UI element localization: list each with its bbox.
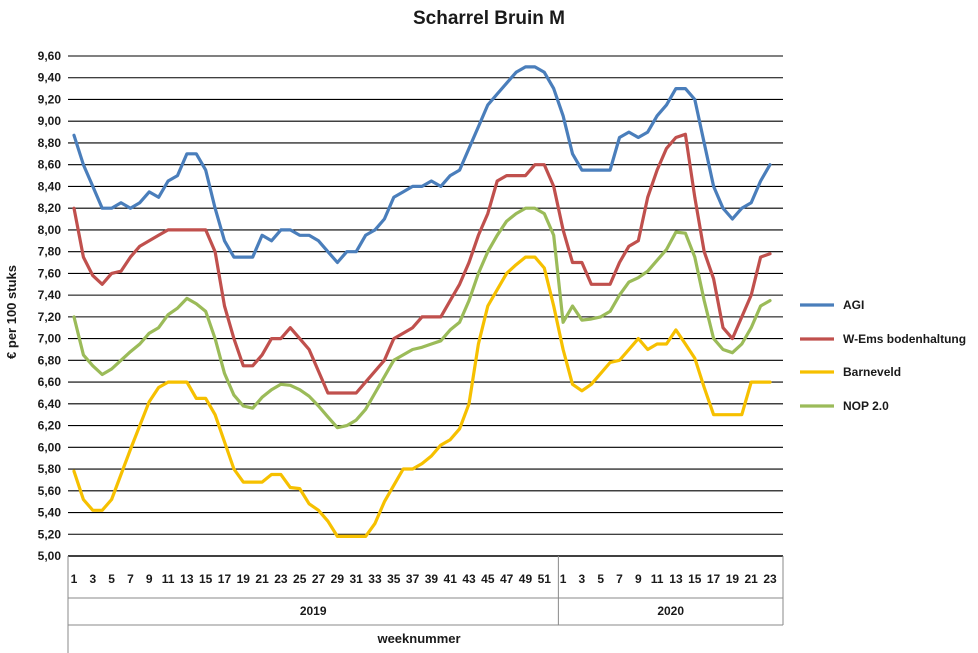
x-tick-label: 15 — [688, 572, 702, 586]
x-tick-label: 23 — [274, 572, 288, 586]
x-tick-label: 41 — [444, 572, 458, 586]
y-tick-label: 5,00 — [38, 549, 62, 563]
y-tick-label: 6,40 — [38, 397, 62, 411]
series-line-w-ems-bodenhaltung — [72, 132, 772, 395]
y-tick-label: 7,20 — [38, 310, 62, 324]
x-tick-label: 3 — [89, 572, 96, 586]
x-axis-label: weeknummer — [376, 631, 460, 646]
x-tick-label: 17 — [707, 572, 721, 586]
x-tick-label: 9 — [146, 572, 153, 586]
year-label-2020: 2020 — [657, 604, 684, 618]
x-tick-label: 3 — [579, 572, 586, 586]
x-tick-label: 5 — [597, 572, 604, 586]
y-tick-label: 8,00 — [38, 223, 62, 237]
legend-label-agi: AGI — [843, 298, 864, 312]
y-tick-label: 9,20 — [38, 92, 62, 106]
series-lines — [72, 65, 772, 539]
x-tick-label: 43 — [462, 572, 476, 586]
y-tick-label: 5,80 — [38, 462, 62, 476]
x-tick-label: 49 — [519, 572, 533, 586]
series-line-barneveld — [72, 255, 772, 539]
x-tick-label: 21 — [745, 572, 759, 586]
x-tick-label: 47 — [500, 572, 514, 586]
x-tick-label: 29 — [331, 572, 345, 586]
x-tick-label: 39 — [425, 572, 439, 586]
x-tick-label: 19 — [726, 572, 740, 586]
x-tick-label: 5 — [108, 572, 115, 586]
x-axis: 1 3 5 7 9 11 13 15 17 19 21 23 25 27 29 31 33 35 37 39 41 43 4… — [67, 556, 784, 653]
x-tick-label: 33 — [368, 572, 382, 586]
y-tick-label: 6,00 — [38, 440, 62, 454]
legend: AGI W-Ems bodenhaltung Barneveld NOP 2.0 — [800, 298, 966, 413]
x-tick-label: 1 — [71, 572, 78, 586]
y-tick-label: 5,60 — [38, 484, 62, 498]
x-tick-label: 35 — [387, 572, 401, 586]
gridlines — [68, 55, 783, 557]
y-tick-label: 8,20 — [38, 201, 62, 215]
y-tick-label: 8,40 — [38, 179, 62, 193]
x-tick-label: 37 — [406, 572, 420, 586]
y-tick-label: 8,80 — [38, 136, 62, 150]
x-tick-label: 7 — [127, 572, 134, 586]
y-tick-label: 7,00 — [38, 332, 62, 346]
y-tick-label: 7,60 — [38, 266, 62, 280]
x-tick-label: 1 — [560, 572, 567, 586]
y-tick-label: 5,40 — [38, 506, 62, 520]
y-tick-label: 6,80 — [38, 353, 62, 367]
x-tick-label: 31 — [349, 572, 363, 586]
y-tick-labels: 5,00 5,20 5,40 5,60 5,80 6,00 6,20 6,40 6,60 6,80… — [38, 49, 62, 563]
legend-label-barneveld: Barneveld — [843, 365, 901, 379]
x-tick-label: 11 — [651, 572, 664, 586]
x-tick-label: 19 — [237, 572, 251, 586]
x-tick-label: 23 — [763, 572, 777, 586]
y-tick-label: 7,40 — [38, 288, 62, 302]
x-tick-label: 13 — [180, 572, 194, 586]
y-tick-label: 9,00 — [38, 114, 62, 128]
x-tick-label: 27 — [312, 572, 326, 586]
series-line-agi — [72, 65, 772, 265]
legend-label-nop-2-0: NOP 2.0 — [843, 399, 889, 413]
y-axis-label: € per 100 stuks — [4, 265, 19, 359]
y-tick-label: 6,60 — [38, 375, 62, 389]
y-tick-label: 5,20 — [38, 527, 62, 541]
x-tick-label: 45 — [481, 572, 495, 586]
x-tick-label: 15 — [199, 572, 213, 586]
x-tick-label: 13 — [669, 572, 683, 586]
x-tick-label: 51 — [538, 572, 552, 586]
x-tick-label: 9 — [635, 572, 642, 586]
x-tick-label: 11 — [162, 572, 175, 586]
y-tick-label: 6,20 — [38, 419, 62, 433]
y-tick-label: 9,40 — [38, 71, 62, 85]
x-tick-label: 21 — [255, 572, 269, 586]
legend-label-w-ems-bodenhaltung: W-Ems bodenhaltung — [843, 332, 966, 346]
x-tick-label: 17 — [218, 572, 232, 586]
chart-title: Scharrel Bruin M — [413, 8, 565, 29]
y-tick-label: 7,80 — [38, 245, 62, 259]
series-line-nop-2-0 — [72, 206, 772, 430]
x-tick-label: 25 — [293, 572, 307, 586]
y-tick-label: 9,60 — [38, 49, 62, 63]
year-label-2019: 2019 — [300, 604, 327, 618]
x-tick-label: 7 — [616, 572, 623, 586]
y-tick-label: 8,60 — [38, 158, 62, 172]
